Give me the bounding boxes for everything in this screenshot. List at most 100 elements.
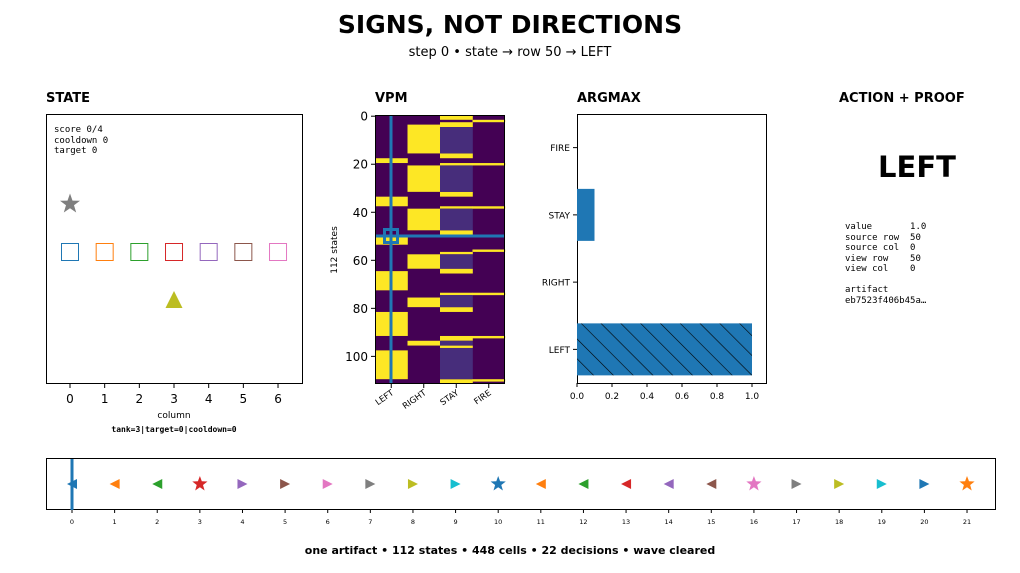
- state-x-tick-label: 4: [205, 392, 213, 406]
- timeline-x-tick-label: 3: [198, 518, 202, 526]
- timeline-right-arrow-icon: [450, 479, 461, 489]
- heatmap-cell-band: [440, 292, 473, 296]
- timeline-fire-star-icon: [959, 476, 975, 491]
- heatmap-cell-band: [440, 153, 473, 159]
- heatmap-cell-band: [407, 124, 441, 154]
- timeline-fire-star-icon: [746, 476, 762, 491]
- timeline-x-tick-label: 8: [411, 518, 415, 526]
- timeline-x-tick-label: 13: [622, 518, 630, 526]
- timeline-x-tick-label: 20: [920, 518, 928, 526]
- timeline-left-arrow-icon: [535, 479, 546, 489]
- heatmap-cell-band: [407, 208, 441, 231]
- timeline-x-tick-label: 6: [326, 518, 330, 526]
- heatmap-cell-band: [472, 119, 506, 123]
- heatmap-cell-band: [440, 206, 473, 209]
- timeline-left-arrow-icon: [67, 479, 77, 489]
- timeline-left-arrow-icon: [109, 479, 120, 489]
- heatmap-cell-band: [472, 379, 506, 382]
- timeline-x-tick-label: 2: [155, 518, 159, 526]
- argmax-x-tick-label: 0.8: [710, 392, 725, 402]
- timeline-right-arrow-icon: [237, 479, 248, 489]
- timeline-x-tick-label: 5: [283, 518, 287, 526]
- enemy-square-icon: [61, 243, 79, 261]
- timeline-right-arrow-icon: [365, 479, 376, 489]
- heatmap-cell-band: [440, 122, 473, 128]
- vpm-y-tick-label: 60: [353, 254, 368, 268]
- timeline-x-tick-label: 1: [113, 518, 117, 526]
- argmax-x-tick-label: 1.0: [745, 392, 760, 402]
- timeline-x-tick-label: 10: [494, 518, 502, 526]
- enemy-square-icon: [165, 243, 184, 261]
- page-subtitle: step 0 • state → row 50 → LEFT: [408, 45, 612, 60]
- proof-details-text: value 1.0 source row 50 source col 0 vie…: [845, 222, 927, 306]
- state-plot: column 0 1 2 3 4 5 6: [46, 114, 303, 421]
- vpm-x-tick-label: RIGHT: [401, 388, 429, 412]
- heatmap-cell-band: [440, 115, 473, 120]
- timeline-left-arrow-icon: [152, 479, 163, 489]
- timeline-right-arrow-icon: [791, 479, 802, 489]
- vpm-ylabel: 112 states: [330, 226, 340, 274]
- heatmap-cell-band: [407, 297, 441, 308]
- state-frame: [46, 114, 303, 384]
- heatmap-cell-band: [407, 254, 441, 269]
- heatmap-cell-band: [407, 340, 441, 346]
- timeline-x-tick-label: 21: [963, 518, 971, 526]
- state-x-tick-label: 2: [136, 392, 144, 406]
- timeline-fire-star-icon: [490, 476, 506, 491]
- vpm-x-tick-label: STAY: [439, 388, 462, 408]
- timeline-fire-star-icon: [192, 476, 208, 491]
- enemy-square-icon: [130, 243, 149, 261]
- heatmap-cell-band: [440, 340, 473, 346]
- vpm-y-tick-label: 40: [353, 206, 368, 220]
- argmax-bar-chart: LEFT RIGHT STAY FIRE 0.0 0.2 0.4 0.6 0.8 1.0: [542, 114, 767, 402]
- state-x-tick-label: 0: [66, 392, 74, 406]
- argmax-frame: [577, 114, 767, 384]
- timeline-x-tick-label: 7: [368, 518, 372, 526]
- state-x-tick-label: 5: [240, 392, 248, 406]
- heatmap-frame: [375, 115, 505, 384]
- argmax-bar: [577, 188, 595, 241]
- action-panel-title: ACTION + PROOF: [839, 91, 965, 106]
- heatmap-cell-band: [472, 335, 506, 339]
- vpm-panel-title: VPM: [375, 91, 408, 106]
- timeline-x-tick-label: 4: [240, 518, 244, 526]
- vpm-y-tick-label: 0: [360, 110, 368, 124]
- heatmap-cell-band: [440, 208, 473, 231]
- state-encoding-label: tank=3|target=0|cooldown=0: [111, 425, 237, 434]
- heatmap-cell-band: [440, 335, 473, 341]
- heatmap-cell-band: [440, 345, 473, 348]
- heatmap-cell-band: [440, 347, 473, 380]
- argmax-x-tick-label: 0.0: [570, 392, 585, 402]
- heatmap-cell-band: [472, 163, 506, 166]
- heatmap-cell-band: [440, 165, 473, 192]
- heatmap-cell-band: [440, 307, 473, 312]
- enemy-star-icon: [60, 193, 80, 213]
- vpm-x-tick-label: FIRE: [472, 388, 493, 407]
- timeline-left-arrow-icon: [621, 479, 632, 489]
- argmax-y-tick-label: LEFT: [549, 346, 571, 356]
- heatmap-cell-band: [440, 163, 473, 166]
- heatmap-cell-band: [440, 295, 473, 308]
- argmax-x-tick-label: 0.2: [605, 392, 619, 402]
- heatmap-cell-band: [440, 268, 473, 274]
- timeline-x-tick-label: 19: [878, 518, 886, 526]
- state-x-tick-label: 6: [274, 392, 282, 406]
- vpm-y-tick-label: 80: [353, 302, 368, 316]
- argmax-x-tick-label: 0.6: [675, 392, 690, 402]
- heatmap-cell-band: [440, 230, 473, 236]
- chosen-action-label: LEFT: [878, 150, 956, 184]
- timeline-right-arrow-icon: [876, 479, 887, 489]
- heatmap-cell-band: [440, 254, 473, 269]
- timeline-x-tick-label: 16: [750, 518, 758, 526]
- enemy-square-icon: [95, 243, 114, 261]
- decision-timeline: 0 1 2 3 4 5 6 7 8 9 10 11 12 13 14 15 16 17 18 19 20 21: [46, 458, 996, 526]
- heatmap-cell-band: [472, 292, 506, 296]
- highlight-cell-marker: [383, 228, 399, 244]
- timeline-x-tick-label: 18: [835, 518, 843, 526]
- argmax-y-tick-label: RIGHT: [542, 279, 571, 289]
- heatmap-cell-band: [472, 206, 506, 209]
- state-x-tick-label: 3: [170, 392, 178, 406]
- vpm-y-tick-label: 100: [345, 350, 368, 364]
- enemy-square-icon: [269, 243, 288, 261]
- timeline-x-tick-label: 17: [792, 518, 800, 526]
